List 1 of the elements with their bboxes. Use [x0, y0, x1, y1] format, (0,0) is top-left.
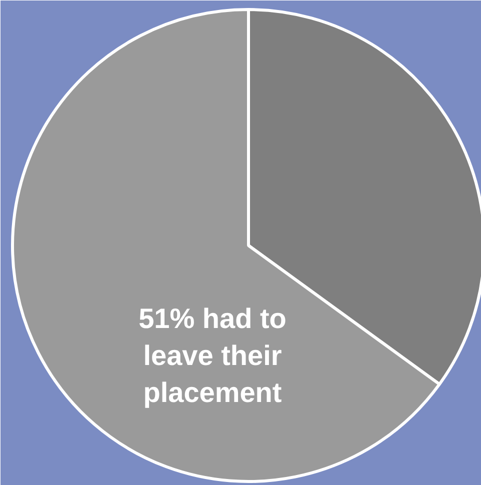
text: 51% had to leave their placement	[138, 302, 286, 408]
